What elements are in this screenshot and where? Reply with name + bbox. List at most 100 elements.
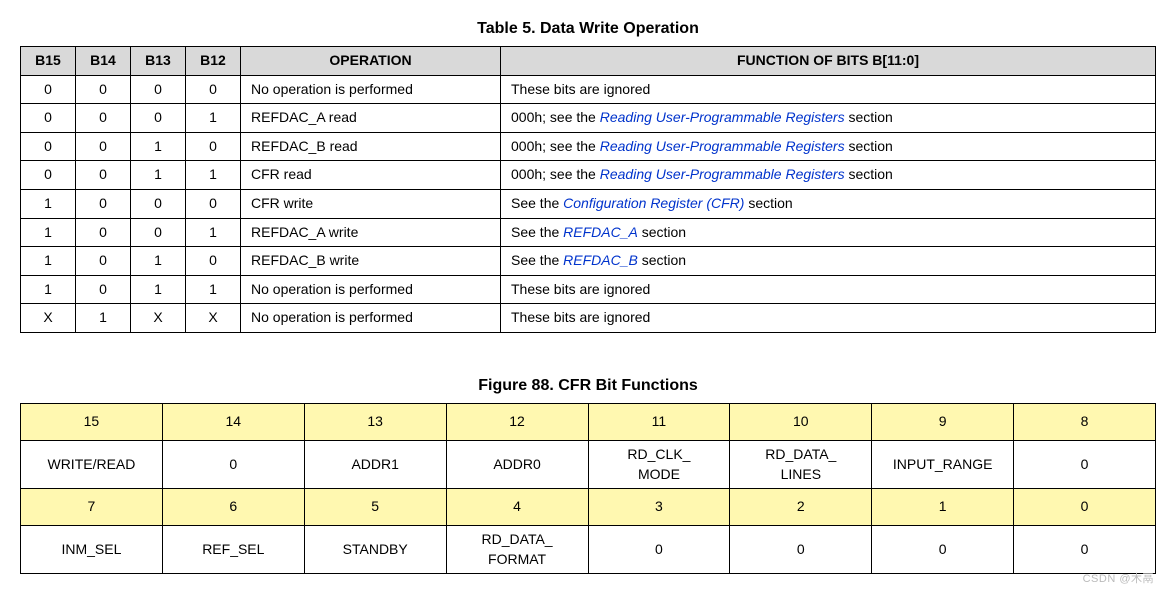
figure88-bitname-cell: 0 — [872, 526, 1014, 574]
table5-function-cell: These bits are ignored — [501, 304, 1156, 333]
table5-bit-cell: 1 — [186, 275, 241, 304]
table5-bit-cell: 0 — [131, 218, 186, 247]
figure88-bitname-cell: RD_DATA_FORMAT — [446, 526, 588, 574]
function-text: 000h; see the — [511, 138, 600, 154]
function-text: These bits are ignored — [511, 81, 650, 97]
cross-reference-link[interactable]: Reading User-Programmable Registers — [600, 166, 845, 182]
figure88-bitname-cell: INM_SEL — [21, 526, 163, 574]
figure88-bitnum-cell: 1 — [872, 489, 1014, 526]
table5-header: OPERATION — [241, 47, 501, 76]
cross-reference-link[interactable]: REFDAC_B — [563, 252, 638, 268]
table-row: 0000No operation is performedThese bits … — [21, 75, 1156, 104]
function-text: See the — [511, 195, 563, 211]
table5-bit-cell: 0 — [186, 247, 241, 276]
figure88-bitnum-cell: 4 — [446, 489, 588, 526]
function-text: 000h; see the — [511, 109, 600, 125]
table5-title: Table 5. Data Write Operation — [20, 20, 1156, 38]
figure88-bitname-cell: RD_CLK_MODE — [588, 440, 730, 488]
table5-bit-cell: 0 — [131, 75, 186, 104]
function-text: section — [845, 138, 893, 154]
figure88-bitname-row: INM_SELREF_SELSTANDBYRD_DATA_FORMAT0000 — [21, 526, 1156, 574]
function-text: section — [845, 109, 893, 125]
table5-bit-cell: 0 — [186, 189, 241, 218]
table5-bit-cell: 0 — [76, 275, 131, 304]
figure88-bitnum-cell: 14 — [162, 403, 304, 440]
table-row: 0010REFDAC_B read000h; see the Reading U… — [21, 132, 1156, 161]
table5-bit-cell: 1 — [131, 132, 186, 161]
table-row: X1XXNo operation is performedThese bits … — [21, 304, 1156, 333]
table5-bit-cell: 0 — [131, 104, 186, 133]
table5-bit-cell: X — [186, 304, 241, 333]
table5-bit-cell: 1 — [21, 189, 76, 218]
figure88-bitnum-cell: 11 — [588, 403, 730, 440]
figure88-title: Figure 88. CFR Bit Functions — [20, 377, 1156, 395]
table5-bit-cell: 0 — [76, 247, 131, 276]
figure88-bitnum-cell: 0 — [1014, 489, 1156, 526]
table5-header: B12 — [186, 47, 241, 76]
table5-function-cell: 000h; see the Reading User-Programmable … — [501, 104, 1156, 133]
figure88-bitname-cell: REF_SEL — [162, 526, 304, 574]
cross-reference-link[interactable]: Reading User-Programmable Registers — [600, 138, 845, 154]
table-row: 1000CFR writeSee the Configuration Regis… — [21, 189, 1156, 218]
figure88-bitname-cell: ADDR1 — [304, 440, 446, 488]
function-text: section — [744, 195, 792, 211]
table5-function-cell: 000h; see the Reading User-Programmable … — [501, 132, 1156, 161]
figure88-bitnum-cell: 2 — [730, 489, 872, 526]
figure88-bitname-row: WRITE/READ0ADDR1ADDR0RD_CLK_MODERD_DATA_… — [21, 440, 1156, 488]
table5-bit-cell: 0 — [76, 75, 131, 104]
table5-bit-cell: 1 — [131, 247, 186, 276]
cross-reference-link[interactable]: Reading User-Programmable Registers — [600, 109, 845, 125]
figure88-bitnum-cell: 5 — [304, 489, 446, 526]
table5-function-cell: See the Configuration Register (CFR) sec… — [501, 189, 1156, 218]
function-text: See the — [511, 252, 563, 268]
table5-bit-cell: 1 — [21, 218, 76, 247]
figure88-bitname-cell: 0 — [588, 526, 730, 574]
table5-operation-cell: REFDAC_A write — [241, 218, 501, 247]
table5-bit-cell: 0 — [76, 161, 131, 190]
table5-header: B13 — [131, 47, 186, 76]
figure88-bitname-cell: 0 — [1014, 440, 1156, 488]
function-text: 000h; see the — [511, 166, 600, 182]
figure88-bitnum-cell: 12 — [446, 403, 588, 440]
table5-function-cell: See the REFDAC_B section — [501, 247, 1156, 276]
table5-operation-cell: No operation is performed — [241, 75, 501, 104]
figure88-bitnum-row: 15141312111098 — [21, 403, 1156, 440]
figure88-bitnum-cell: 13 — [304, 403, 446, 440]
table5: B15 B14 B13 B12 OPERATION FUNCTION OF BI… — [20, 46, 1156, 333]
table5-operation-cell: No operation is performed — [241, 275, 501, 304]
function-text: See the — [511, 224, 563, 240]
table5-function-cell: These bits are ignored — [501, 75, 1156, 104]
table5-bit-cell: 1 — [186, 161, 241, 190]
figure88-bitnum-cell: 6 — [162, 489, 304, 526]
table5-bit-cell: 0 — [76, 132, 131, 161]
table5-bit-cell: 1 — [21, 247, 76, 276]
cross-reference-link[interactable]: Configuration Register (CFR) — [563, 195, 744, 211]
figure88-bitname-cell: 0 — [1014, 526, 1156, 574]
table5-function-cell: 000h; see the Reading User-Programmable … — [501, 161, 1156, 190]
function-text: These bits are ignored — [511, 281, 650, 297]
figure88-table: 15141312111098 WRITE/READ0ADDR1ADDR0RD_C… — [20, 403, 1156, 574]
figure88-bitname-cell: ADDR0 — [446, 440, 588, 488]
table-row: 0001REFDAC_A read000h; see the Reading U… — [21, 104, 1156, 133]
table5-bit-cell: X — [131, 304, 186, 333]
table5-bit-cell: 0 — [131, 189, 186, 218]
table5-bit-cell: 1 — [186, 218, 241, 247]
cross-reference-link[interactable]: REFDAC_A — [563, 224, 638, 240]
figure88-bitnum-row: 76543210 — [21, 489, 1156, 526]
table5-function-cell: See the REFDAC_A section — [501, 218, 1156, 247]
table5-operation-cell: REFDAC_B write — [241, 247, 501, 276]
figure88-bitname-cell: RD_DATA_LINES — [730, 440, 872, 488]
table5-function-cell: These bits are ignored — [501, 275, 1156, 304]
table5-bit-cell: 0 — [21, 75, 76, 104]
table5-bit-cell: 0 — [76, 104, 131, 133]
table5-bit-cell: 1 — [21, 275, 76, 304]
table5-bit-cell: 0 — [21, 132, 76, 161]
figure88-bitname-cell: STANDBY — [304, 526, 446, 574]
figure88-bitnum-cell: 9 — [872, 403, 1014, 440]
table5-operation-cell: No operation is performed — [241, 304, 501, 333]
function-text: section — [845, 166, 893, 182]
table5-operation-cell: REFDAC_A read — [241, 104, 501, 133]
figure88-bitnum-cell: 15 — [21, 403, 163, 440]
table5-bit-cell: 1 — [131, 275, 186, 304]
figure88-bitnum-cell: 3 — [588, 489, 730, 526]
